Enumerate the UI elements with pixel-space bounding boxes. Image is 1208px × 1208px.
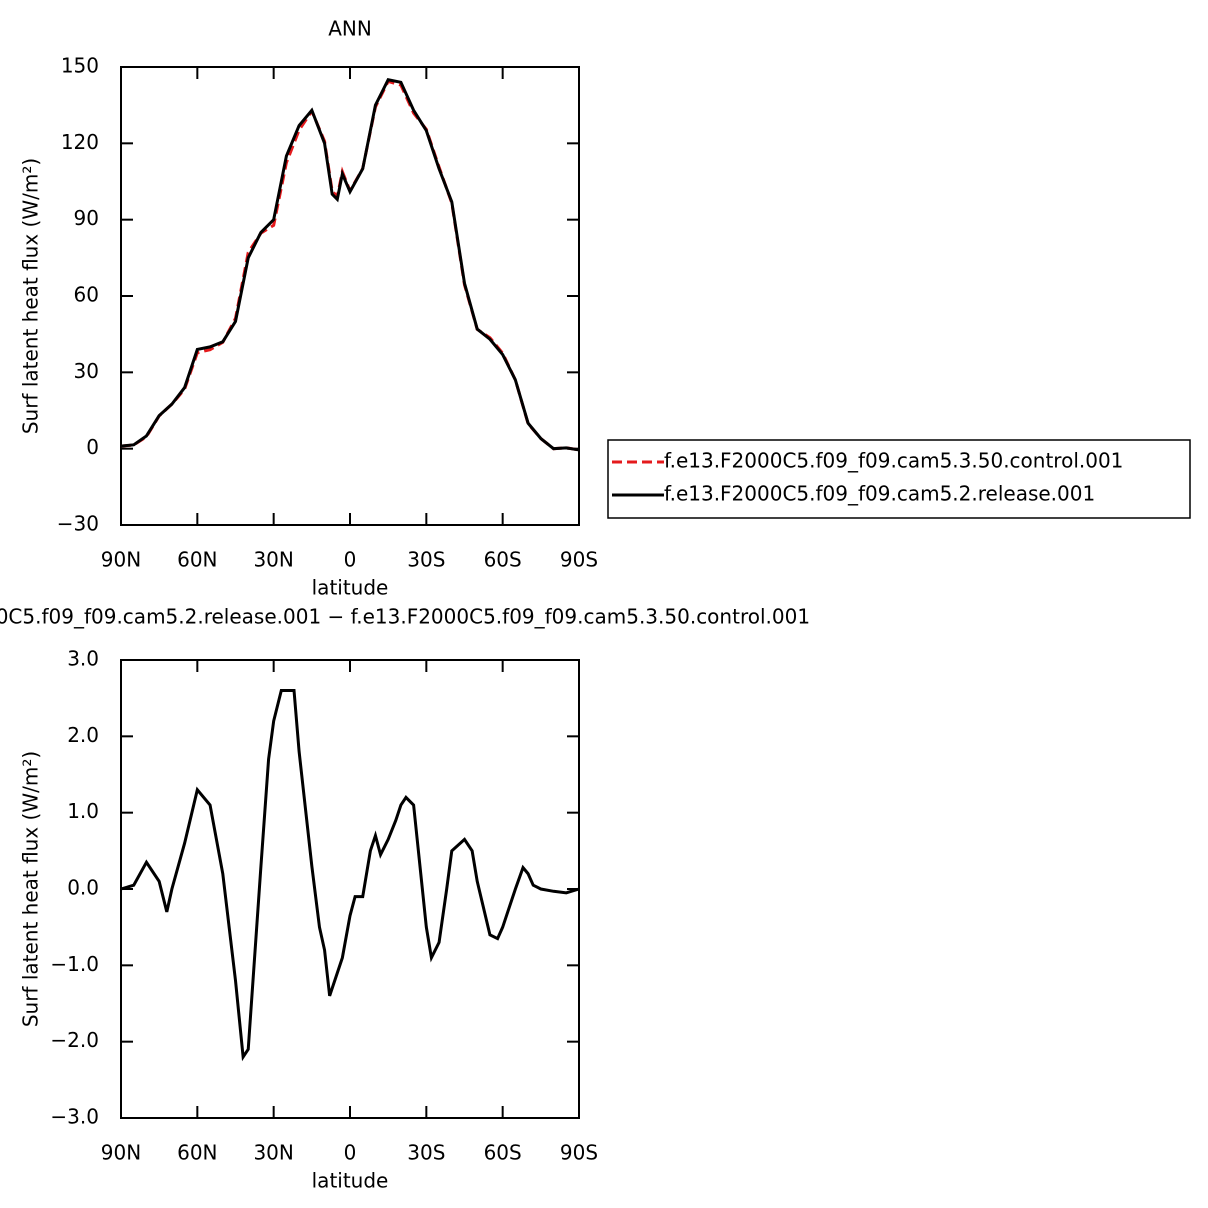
y-tick-label: 120 <box>61 130 99 154</box>
x-axis-label: latitude <box>312 576 389 600</box>
y-axis-label: Surf latent heat flux (W/m²) <box>19 158 43 434</box>
x-tick-label: 60S <box>484 1141 522 1165</box>
x-tick-label: 90N <box>101 548 141 572</box>
y-tick-label: −30 <box>57 512 99 536</box>
legend-label: f.e13.F2000C5.f09_f09.cam5.3.50.control.… <box>664 449 1123 473</box>
x-tick-label: 90N <box>101 1141 141 1165</box>
legend-label: f.e13.F2000C5.f09_f09.cam5.2.release.001 <box>664 482 1095 506</box>
plot-frame <box>120 659 580 1119</box>
data-line <box>120 79 580 452</box>
y-tick-label: 1.0 <box>67 799 99 823</box>
x-tick-label: 30N <box>253 548 293 572</box>
chart-title: ANN <box>328 17 372 41</box>
y-tick-label: 2.0 <box>67 723 99 747</box>
plot-frame <box>120 66 580 526</box>
y-tick-label: 0.0 <box>67 876 99 900</box>
y-tick-label: 3.0 <box>67 647 99 671</box>
y-tick-label: 0 <box>86 435 99 459</box>
data-line <box>120 78 580 452</box>
x-tick-label: 60N <box>177 1141 217 1165</box>
y-tick-label: 90 <box>74 206 99 230</box>
legend-box <box>607 439 1191 519</box>
x-tick-label: 30S <box>407 1141 445 1165</box>
data-line <box>120 689 580 1062</box>
x-tick-label: 0 <box>344 548 357 572</box>
x-tick-label: 60S <box>484 548 522 572</box>
y-tick-label: 150 <box>61 54 99 78</box>
x-tick-label: 30N <box>253 1141 293 1165</box>
x-axis-label: latitude <box>312 1169 389 1193</box>
x-tick-label: 30S <box>407 548 445 572</box>
x-tick-label: 90S <box>560 548 598 572</box>
y-tick-label: −1.0 <box>50 952 99 976</box>
x-tick-label: 90S <box>560 1141 598 1165</box>
y-tick-label: 60 <box>74 283 99 307</box>
y-axis-label: Surf latent heat flux (W/m²) <box>19 751 43 1027</box>
x-tick-label: 0 <box>344 1141 357 1165</box>
y-tick-label: 30 <box>74 359 99 383</box>
y-tick-label: −3.0 <box>50 1105 99 1129</box>
y-tick-label: −2.0 <box>50 1028 99 1052</box>
chart-title: f.e13.F2000C5.f09_f09.cam5.2.release.001… <box>0 605 810 629</box>
x-tick-label: 60N <box>177 548 217 572</box>
